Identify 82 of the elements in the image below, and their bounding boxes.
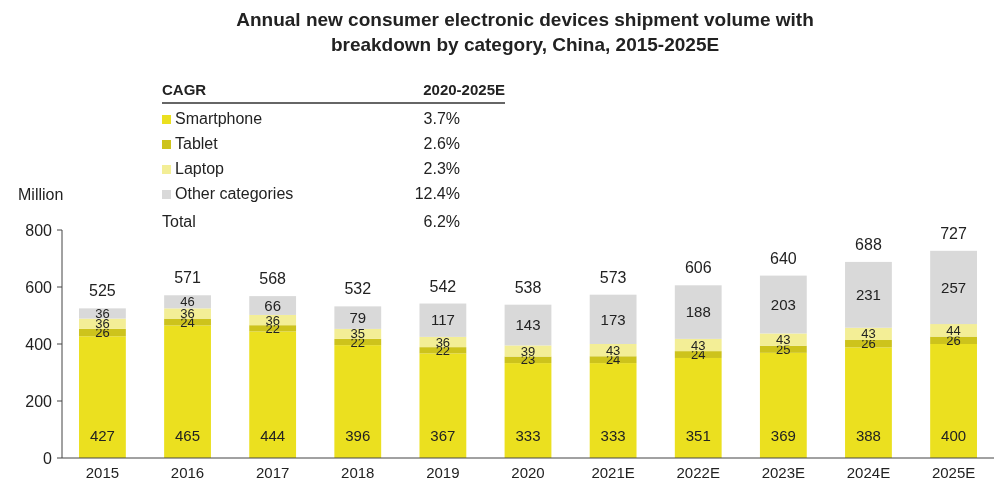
bar <box>419 303 467 337</box>
total-label: 568 <box>259 270 287 288</box>
legend-label: Other categories <box>175 185 294 202</box>
y-tick-label: 400 <box>25 335 53 353</box>
text: 2020-2025E <box>423 81 505 98</box>
x-tick-label: 2018 <box>341 464 375 481</box>
bar <box>334 345 382 458</box>
data-label: 333 <box>515 427 541 445</box>
bar <box>589 294 637 344</box>
text: 2.3% <box>423 160 460 177</box>
bar <box>845 347 892 458</box>
bar <box>845 261 892 328</box>
bar <box>674 285 722 339</box>
y-tick-label: 800 <box>25 221 53 239</box>
data-label: 231 <box>855 286 881 304</box>
total-label: 640 <box>769 249 797 267</box>
total-label: 573 <box>599 268 627 286</box>
bar <box>759 275 807 334</box>
text: 6.2% <box>423 213 460 230</box>
x-tick-label: 2019 <box>426 464 460 481</box>
bar <box>419 353 467 458</box>
y-tick-label: 600 <box>25 278 53 296</box>
bar <box>334 306 382 329</box>
data-label: 396 <box>345 427 371 445</box>
x-tick-label: 2024E <box>846 464 891 481</box>
data-label: 188 <box>685 303 711 321</box>
data-label: 203 <box>770 295 796 313</box>
data-label: 351 <box>685 427 711 445</box>
data-label: 173 <box>600 310 626 328</box>
total-label: 525 <box>89 282 116 300</box>
y-axis-title: Million <box>18 186 64 203</box>
text: Total <box>162 213 196 230</box>
data-label: 66 <box>264 296 281 314</box>
chart-title: Annual new consumer electronic devices shipment volume with breakdown by category, China, 2015-2025E <box>236 9 814 55</box>
legend-title: CAGR <box>162 81 207 98</box>
data-label: 367 <box>430 427 456 445</box>
x-tick-label: 2015 <box>85 464 120 481</box>
bar <box>164 325 211 458</box>
text: 12.4% <box>414 185 460 202</box>
x-tick-label: 2017 <box>255 464 290 481</box>
legend-label: Tablet <box>175 135 219 152</box>
total-label: 538 <box>514 278 542 296</box>
total-label: 532 <box>344 280 372 298</box>
data-label: 143 <box>515 316 541 334</box>
data-label: 117 <box>430 311 455 329</box>
data-label: 444 <box>260 427 286 445</box>
total-label: 571 <box>174 269 201 287</box>
x-tick-label: 2016 <box>170 464 205 481</box>
data-label: 369 <box>770 427 796 445</box>
data-label: 79 <box>349 308 367 326</box>
data-label: 388 <box>855 427 881 445</box>
bar <box>504 304 552 346</box>
bar <box>930 250 977 325</box>
bar <box>674 357 722 458</box>
bar <box>79 336 126 458</box>
text: 3.7% <box>423 110 460 127</box>
bar <box>759 352 807 458</box>
data-label: 465 <box>175 427 201 445</box>
x-tick-label: 2025E <box>931 464 976 481</box>
legend-label: Smartphone <box>175 110 263 127</box>
bar <box>249 331 297 458</box>
text: 2.6% <box>423 135 460 152</box>
bar <box>930 344 977 458</box>
data-label: 400 <box>941 427 967 445</box>
total-label: 606 <box>684 259 712 277</box>
data-label: 257 <box>941 278 967 296</box>
bar <box>589 363 637 458</box>
total-label: 727 <box>940 224 968 242</box>
total-label: 688 <box>855 235 882 253</box>
data-label: 427 <box>89 427 115 445</box>
x-tick-label: 2023E <box>761 464 806 481</box>
bar <box>759 333 807 346</box>
x-tick-label: 2021E <box>591 464 635 481</box>
total-label: 542 <box>429 277 457 295</box>
data-label: 46 <box>180 294 195 310</box>
x-tick-label: 2022E <box>676 464 720 481</box>
y-tick-label: 200 <box>25 392 53 410</box>
bar <box>504 363 552 458</box>
x-tick-label: 2020 <box>511 464 545 481</box>
legend-label: Laptop <box>175 160 225 177</box>
y-tick-label: 0 <box>43 449 53 467</box>
data-label: 333 <box>600 427 626 445</box>
